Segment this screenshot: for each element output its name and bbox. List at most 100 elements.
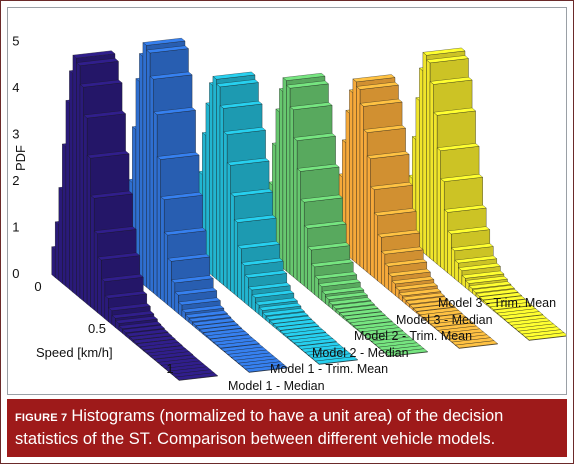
bar-side-face	[248, 286, 253, 309]
bar-top-face	[385, 348, 428, 357]
bar-top-face	[363, 125, 406, 133]
bar-side-face	[153, 111, 158, 297]
bar-top-face	[86, 150, 130, 159]
caption-text: Histograms (normalized to have a unit ar…	[15, 407, 504, 448]
bar-top-face	[489, 302, 533, 310]
series-label: Model 3 - Trim. Mean	[438, 296, 556, 310]
series-label: Model 2 - Trim. Mean	[354, 329, 472, 343]
bar-top-face	[111, 310, 155, 319]
bar-top-face	[226, 157, 270, 166]
bar-top-face	[342, 311, 386, 320]
bar-top-face	[525, 332, 566, 341]
x-axis-label: Speed [km/h]	[36, 345, 113, 360]
bar-top-face	[206, 331, 250, 339]
bar-top-face	[409, 300, 452, 309]
bar-side-face	[349, 89, 354, 261]
bar-side-face	[135, 78, 140, 282]
bar-top-face	[373, 208, 417, 216]
series-label: Model 1 - Median	[228, 379, 325, 393]
bar-side-face	[164, 231, 168, 306]
bar-side-face	[97, 256, 102, 317]
bar-side-face	[62, 143, 67, 287]
bar-top-face	[429, 76, 473, 85]
bar-side-face	[381, 250, 385, 288]
bar-side-face	[171, 279, 175, 312]
bar-side-face	[426, 59, 431, 259]
bar-top-face	[426, 55, 469, 64]
bar	[245, 364, 288, 373]
z-tick-label: 1	[12, 219, 19, 234]
bar-side-face	[440, 178, 445, 271]
bar-top-face	[244, 270, 288, 278]
bar-top-face	[150, 351, 194, 360]
bar-top-face	[293, 133, 336, 141]
bar-top-face	[181, 305, 225, 313]
bar-top-face	[90, 190, 134, 199]
bar-side-face	[286, 84, 291, 275]
bar	[175, 372, 218, 381]
bar-top-face	[149, 71, 193, 80]
bar-top-face	[405, 296, 449, 305]
caption-label: FIGURE 7	[15, 412, 68, 424]
bar-side-face	[359, 103, 364, 270]
bar-top-face	[245, 364, 288, 373]
bar-top-face	[170, 275, 214, 284]
bar-top-face	[247, 282, 291, 291]
bar-top-face	[223, 127, 266, 135]
bar-top-face	[107, 303, 151, 311]
bar	[385, 348, 428, 357]
bar-top-face	[472, 285, 515, 293]
bar-top-face	[156, 152, 200, 160]
bar-side-face	[51, 246, 56, 278]
bar-side-face	[314, 275, 319, 299]
bar-top-face	[300, 194, 344, 203]
bar-side-face	[234, 219, 238, 298]
bar-top-face	[265, 312, 309, 320]
bar-side-face	[451, 247, 455, 280]
bar-side-face	[444, 209, 448, 274]
z-tick-label: 4	[12, 80, 19, 95]
bar-top-face	[240, 258, 284, 266]
bar-side-face	[363, 129, 368, 273]
bar-side-face	[55, 221, 59, 281]
bar-side-face	[76, 62, 81, 299]
bar-top-face	[307, 242, 351, 251]
bar-top-face	[146, 45, 189, 54]
bar-side-face	[237, 245, 242, 301]
series-1	[51, 50, 218, 381]
bar-top-face	[296, 163, 340, 172]
bar-side-face	[433, 111, 438, 265]
bar-top-face	[377, 229, 421, 238]
bar-top-face	[115, 316, 158, 324]
bar-top-face	[177, 297, 221, 306]
z-tick-label: 2	[12, 173, 19, 188]
bar-side-face	[205, 102, 210, 274]
bar-side-face	[296, 168, 301, 284]
bar-top-face	[163, 227, 207, 236]
bar-side-face	[307, 246, 312, 293]
bar-top-face	[199, 324, 242, 333]
bar-top-face	[475, 289, 519, 297]
bar-side-face	[352, 78, 357, 264]
histogram-3d-chart: 0 1 2 3 4 5 PDF 0 0.5 1 Speed [km/h] Model 1 - Medi…	[12, 33, 566, 393]
bar-top-face	[402, 292, 445, 301]
bar-top-face	[142, 37, 186, 46]
bar-side-face	[447, 230, 452, 277]
bar-top-face	[219, 100, 263, 109]
z-tick-label: 0	[12, 266, 19, 281]
z-axis-label: PDF	[13, 145, 28, 171]
bar-top-face	[269, 315, 312, 324]
series-label: Model 1 - Trim. Mean	[270, 362, 388, 376]
bar-top-face	[93, 226, 137, 234]
bar-side-face	[300, 198, 305, 287]
bar-top-face	[356, 81, 399, 90]
series-3	[191, 71, 358, 365]
bar-side-face	[374, 212, 378, 282]
bar-side-face	[279, 88, 284, 269]
bar-top-face	[139, 342, 183, 350]
bar-side-face	[304, 225, 308, 290]
bar-side-face	[311, 263, 315, 296]
bar-side-face	[156, 156, 161, 300]
x-tick-label: 1	[166, 361, 173, 376]
bar-top-face	[455, 340, 498, 349]
